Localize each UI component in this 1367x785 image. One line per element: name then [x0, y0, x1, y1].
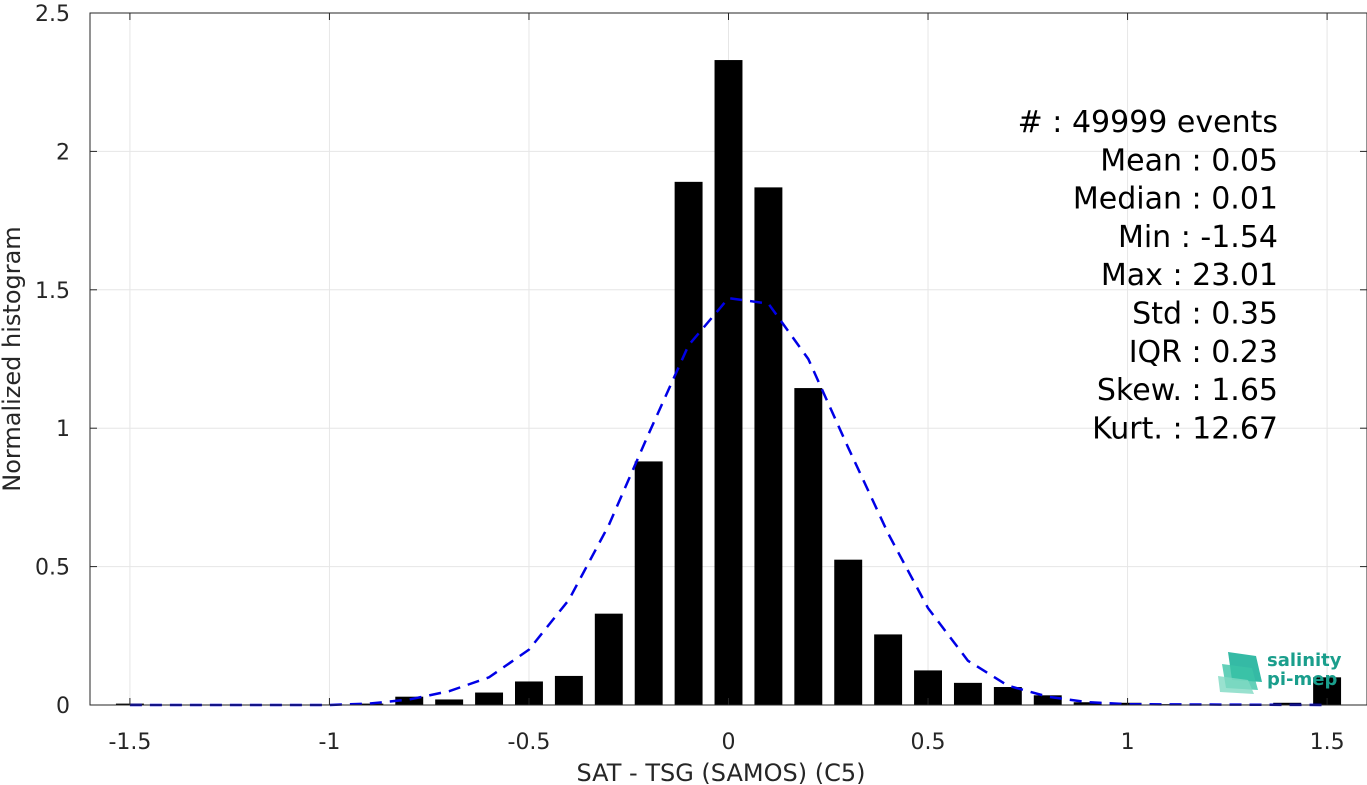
logo-text-salinity: salinity [1267, 650, 1342, 671]
x-tick-label: 0.5 [911, 730, 946, 755]
stats-line: Mean : 0.05 [1100, 143, 1278, 178]
y-tick-label: 2 [56, 140, 70, 165]
fit-curve-line [129, 296, 1328, 707]
y-tick-label: 1 [56, 417, 70, 442]
x-tick-label: 0 [722, 730, 736, 755]
y-tick-label: 0.5 [35, 556, 70, 581]
histogram-bar [355, 703, 384, 705]
histogram-bar [554, 675, 583, 705]
histogram-bar [754, 187, 783, 705]
histogram-bar [1273, 702, 1302, 705]
histogram-bar [475, 692, 504, 705]
histogram-bar [953, 682, 982, 705]
y-tick-label: 1.5 [35, 279, 70, 304]
histogram-bar [1073, 702, 1102, 705]
x-tick-label: -1 [318, 730, 340, 755]
histogram-bar [395, 696, 424, 705]
histogram-bar [634, 461, 663, 705]
salinity-pi-mep-logo: salinity pi-mep [1218, 650, 1342, 694]
stats-line: # : 49999 events [1018, 105, 1278, 140]
histogram-bar [993, 687, 1022, 705]
histogram-bar [794, 388, 823, 705]
y-axis-ticks: 0 0.5 1 1.5 2 2.5 [35, 2, 1367, 719]
x-tick-label: 1 [1121, 730, 1135, 755]
y-tick-label: 0 [56, 694, 70, 719]
histogram-bar [515, 681, 543, 705]
x-axis-ticks: -1.5 -1 -0.5 0 0.5 1 1.5 [108, 13, 1345, 755]
stats-line: Max : 23.01 [1101, 258, 1278, 293]
histogram-bar [594, 613, 623, 705]
histogram-bar [714, 60, 743, 705]
stats-line: IQR : 0.23 [1129, 335, 1278, 370]
y-axis-title: Normalized histogram [0, 226, 26, 491]
histogram-bar [674, 181, 703, 705]
logo-text-pimep: pi-mep [1267, 669, 1337, 690]
stats-line: Kurt. : 12.67 [1092, 411, 1278, 446]
histogram-bars [115, 60, 1342, 705]
stats-line: Std : 0.35 [1132, 297, 1278, 332]
histogram-bar [874, 634, 903, 705]
histogram-bar [1033, 695, 1062, 705]
x-tick-label: 1.5 [1310, 730, 1345, 755]
histogram-bar [834, 559, 863, 705]
stats-line: Median : 0.01 [1073, 182, 1278, 217]
y-tick-label: 2.5 [35, 2, 70, 27]
x-tick-label: -0.5 [508, 730, 551, 755]
x-tick-label: -1.5 [108, 730, 151, 755]
histogram-bar [435, 699, 464, 705]
stats-line: Skew. : 1.65 [1097, 373, 1278, 408]
logo-waves-icon [1218, 652, 1262, 694]
stats-line: Min : -1.54 [1118, 220, 1278, 255]
x-axis-title: SAT - TSG (SAMOS) (C5) [577, 759, 866, 785]
fit-curve [129, 296, 1328, 707]
